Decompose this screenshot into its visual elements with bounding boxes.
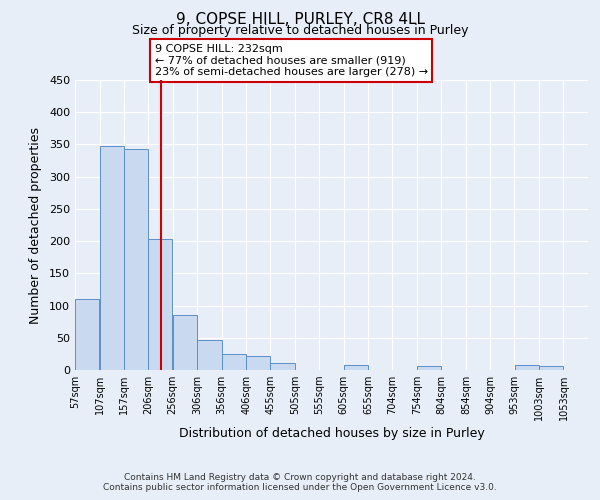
Y-axis label: Number of detached properties: Number of detached properties: [29, 126, 42, 324]
Bar: [222, 354, 246, 370]
Bar: [417, 366, 441, 370]
Bar: [100, 146, 124, 370]
Text: 9, COPSE HILL, PURLEY, CR8 4LL: 9, COPSE HILL, PURLEY, CR8 4LL: [176, 12, 425, 28]
Bar: [271, 363, 295, 370]
Bar: [173, 315, 197, 370]
Bar: [197, 340, 221, 370]
Bar: [515, 366, 539, 370]
X-axis label: Distribution of detached houses by size in Purley: Distribution of detached houses by size …: [179, 427, 484, 440]
Text: Size of property relative to detached houses in Purley: Size of property relative to detached ho…: [132, 24, 468, 37]
Text: Contains public sector information licensed under the Open Government Licence v3: Contains public sector information licen…: [103, 483, 497, 492]
Bar: [148, 239, 172, 370]
Bar: [344, 365, 368, 370]
Bar: [539, 366, 563, 370]
Bar: [75, 299, 100, 370]
Bar: [124, 149, 148, 370]
Text: 9 COPSE HILL: 232sqm
← 77% of detached houses are smaller (919)
23% of semi-deta: 9 COPSE HILL: 232sqm ← 77% of detached h…: [155, 44, 428, 77]
Bar: [246, 356, 270, 370]
Text: Contains HM Land Registry data © Crown copyright and database right 2024.: Contains HM Land Registry data © Crown c…: [124, 472, 476, 482]
